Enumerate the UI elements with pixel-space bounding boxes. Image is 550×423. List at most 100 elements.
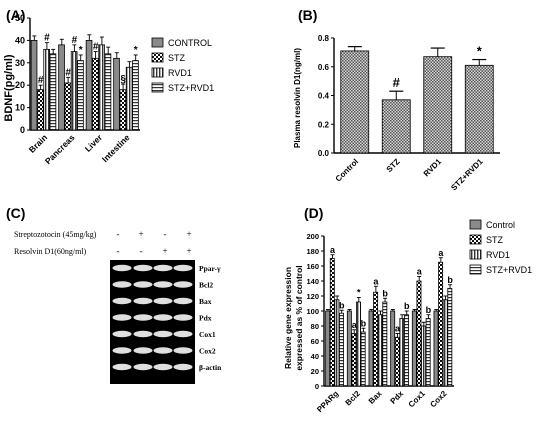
band-actin-lane-2 — [133, 363, 153, 371]
y-tick-label: 40 — [311, 352, 319, 361]
significance-mark: § — [120, 74, 126, 85]
bar-control — [340, 50, 370, 154]
x-tick-label-bax: Bax — [367, 389, 384, 406]
bar-cox2-stz — [438, 261, 444, 387]
bar-pparg-control — [325, 310, 331, 387]
significance-mark: b — [447, 275, 453, 285]
significance-mark: * — [134, 45, 138, 56]
bar-pparg-stz-rvd1 — [339, 312, 344, 387]
legend-label-stz-rvd1: STZ+RVD1 — [486, 265, 532, 275]
y-tick-label: 140 — [306, 277, 319, 286]
bar-pdx-stz-rvd1 — [404, 314, 409, 387]
legend-label-rvd1: RVD1 — [486, 250, 510, 260]
bar-pancreas-stz-rvd1 — [77, 60, 84, 131]
significance-mark: b — [339, 300, 345, 310]
band-label-bcl2: Bcl2 — [199, 281, 213, 290]
legend-label-stz-rvd1: STZ+RVD1 — [168, 83, 214, 93]
blot-image — [110, 260, 195, 384]
legend-swatch-stz-rvd1 — [469, 264, 482, 275]
legend-swatch-stz — [469, 234, 482, 245]
x-tick-label-stz: STZ — [385, 157, 402, 174]
band-actin-lane-4 — [173, 363, 193, 371]
treatment-mark: + — [162, 246, 167, 256]
treatment-row-stz-label: Streptozotocin (45mg/kg) — [14, 230, 97, 239]
blot-band-labels: Ppar-γ Bcl2 Bax Pdx Cox1 Cox2 β-actin — [199, 264, 222, 372]
bar-pancreas-control — [58, 44, 65, 131]
significance-mark: b — [426, 305, 432, 315]
treatment-mark: + — [138, 229, 143, 239]
band-cox2-lane-3 — [153, 347, 173, 354]
y-tick-label: 120 — [306, 292, 319, 301]
y-tick-label: 60 — [311, 337, 319, 346]
panel-a-label: (A) — [6, 7, 25, 23]
treatment-mark: + — [186, 229, 191, 239]
bar-pparg-rvd1 — [334, 299, 340, 387]
y-tick-label: 100 — [306, 307, 319, 316]
bar-cox1-stz — [416, 280, 422, 387]
x-tick-label-rvd1: RVD1 — [422, 157, 444, 179]
band-bcl2-lane-2 — [133, 281, 153, 288]
x-tick-label-cox1: Cox1 — [407, 389, 428, 410]
y-tick-label: 0.0 — [318, 149, 330, 158]
significance-mark: * — [477, 44, 483, 59]
bar-bcl2-stz — [351, 333, 357, 387]
bar-cox2-rvd1 — [442, 299, 448, 387]
y-tick-label: 160 — [306, 262, 319, 271]
band-bcl2-lane-4 — [173, 281, 193, 288]
legend-label-stz: STZ — [486, 235, 504, 245]
band-actin-lane-3 — [153, 363, 173, 371]
panel-a-ylabel: BDNF(pg/ml) — [3, 54, 15, 122]
band-ppar-lane-2 — [133, 264, 153, 272]
significance-mark: a — [373, 276, 379, 286]
bar-intestine-rvd1 — [125, 66, 133, 131]
panel-b-resolvin-chart: (B) Plasma resolvin D1(ng/ml) 0.0 0.2 0.4 0… — [293, 7, 500, 192]
y-tick-label: 0.4 — [318, 92, 330, 101]
band-ppar-lane-3 — [153, 264, 173, 272]
band-bcl2-lane-1 — [112, 281, 132, 288]
bar-liver-stz-rvd1 — [104, 53, 112, 131]
bar-liver-stz — [92, 57, 99, 131]
bar-intestine-stz-rvd1 — [132, 60, 139, 131]
band-ppar-lane-4 — [173, 264, 193, 272]
panel-b-ylabel: Plasma resolvin D1(ng/ml) — [293, 48, 302, 148]
band-cox2-lane-2 — [133, 347, 153, 354]
legend-label-control: CONTROL — [168, 38, 212, 48]
panel-c-label: (C) — [6, 205, 25, 221]
band-cox1-lane-3 — [153, 330, 173, 338]
y-tick-label: 180 — [306, 247, 319, 256]
bar-cox1-stz-rvd1 — [425, 318, 431, 387]
legend-label-rvd1: RVD1 — [168, 68, 192, 78]
significance-mark: # — [65, 67, 71, 78]
significance-mark: # — [38, 75, 44, 86]
treatment-mark: - — [140, 246, 143, 256]
bar-rvd1 — [423, 56, 453, 154]
treatment-mark: - — [164, 229, 167, 239]
legend-swatch-stz-rvd1 — [151, 82, 164, 93]
bar-bax-stz-rvd1 — [382, 301, 388, 387]
bar-pdx-control — [390, 310, 396, 387]
band-pdx-lane-1 — [112, 314, 132, 321]
bar-bax-control — [368, 310, 374, 387]
band-bax-lane-4 — [173, 297, 193, 305]
y-tick-label: 10 — [15, 103, 25, 113]
x-tick-label-pparg: PPARg — [315, 389, 340, 414]
significance-mark: # — [44, 33, 50, 44]
treatment-mark: - — [117, 229, 120, 239]
bar-bcl2-rvd1 — [356, 301, 361, 387]
bar-liver-rvd1 — [98, 44, 105, 131]
treatment-row-rvd1-label: Resolvin D1(60ng/ml) — [14, 247, 87, 256]
significance-mark: b — [361, 318, 367, 328]
bar-brain-stz — [37, 89, 44, 131]
bar-pparg-stz — [329, 258, 335, 387]
panel-d-gene-expression-chart: (D) Relative gene expression expressed a… — [283, 205, 532, 414]
panel-a-legend: CONTROL STZ RVD1 STZ+RVD1 — [151, 37, 214, 93]
band-label-ppar: Ppar-γ — [199, 264, 221, 273]
band-ppar-lane-1 — [112, 264, 132, 272]
significance-mark: a — [438, 248, 444, 258]
bar-pancreas-rvd1 — [70, 51, 78, 131]
band-label-cox1: Cox1 — [199, 330, 216, 339]
significance-mark: a — [395, 324, 401, 334]
bar-bax-rvd1 — [377, 314, 383, 387]
treatment-marks: - + - + - - + + — [117, 229, 192, 256]
panel-c-western-blot: (C) Streptozotocin (45mg/kg) Resolvin D1… — [6, 205, 222, 384]
